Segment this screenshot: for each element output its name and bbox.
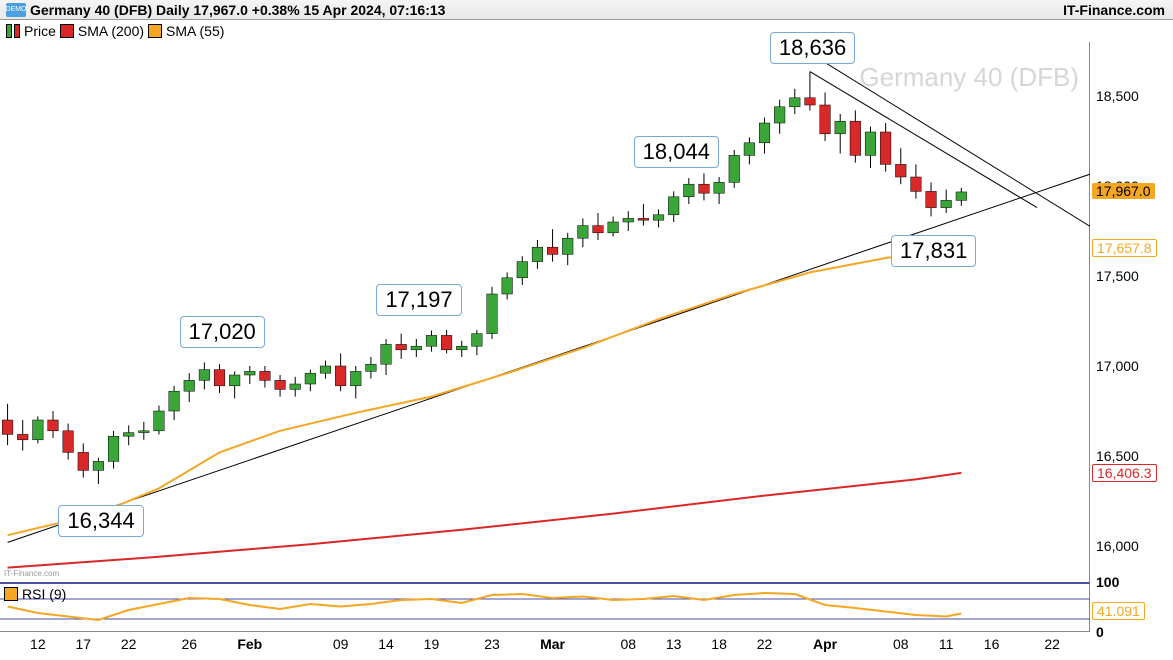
price-annotation: 17,831 bbox=[891, 235, 976, 267]
main-chart[interactable]: Germany 40 (DFB) 16,34417,02017,19718,04… bbox=[0, 42, 1090, 582]
y-tick: 16,500 bbox=[1096, 448, 1139, 464]
sma200-icon bbox=[60, 24, 74, 38]
x-tick: 16 bbox=[984, 636, 1000, 652]
y-tick: 16,000 bbox=[1096, 538, 1139, 554]
price-annotation: 18,636 bbox=[770, 32, 855, 64]
x-tick: 22 bbox=[757, 636, 773, 652]
demo-icon: DEMO bbox=[6, 3, 26, 17]
rsi-chart[interactable]: RSI (9) bbox=[0, 582, 1090, 632]
rsi-label: RSI (9) bbox=[22, 586, 66, 602]
tiny-watermark: IT-Finance.com bbox=[4, 569, 59, 578]
source-label: IT-Finance.com bbox=[1063, 2, 1165, 18]
x-tick: 19 bbox=[424, 636, 440, 652]
legend-sma55: SMA (55) bbox=[148, 23, 224, 39]
legend-sma55-label: SMA (55) bbox=[166, 23, 224, 39]
legend-price: Price bbox=[6, 23, 56, 39]
price-annotation: 16,344 bbox=[58, 505, 143, 537]
price-annotation: 17,020 bbox=[180, 316, 265, 348]
x-tick: 09 bbox=[333, 636, 349, 652]
rsi-value-tag: 41.091 bbox=[1092, 602, 1145, 620]
y-tick: 18,500 bbox=[1096, 88, 1139, 104]
y-tick: 17,000 bbox=[1096, 358, 1139, 374]
x-tick: 13 bbox=[666, 636, 682, 652]
rsi-y-axis: 010041.091 bbox=[1090, 582, 1173, 632]
y-price-tag: 17,967.0 bbox=[1092, 183, 1155, 199]
y-price-tag: 16,406.3 bbox=[1092, 464, 1157, 482]
x-axis: 12 17 22 26 Feb 09 14 19 23 Mar 08 13 18 22 Apr 08 11 16 2… bbox=[0, 632, 1090, 660]
chart-title: Germany 40 (DFB) Daily 17,967.0 +0.38% 1… bbox=[30, 2, 445, 18]
x-tick: 22 bbox=[121, 636, 137, 652]
x-tick: 12 bbox=[30, 636, 46, 652]
y-price-tag: 17,657.8 bbox=[1092, 239, 1157, 257]
x-tick: Mar bbox=[540, 636, 565, 652]
x-tick: 26 bbox=[181, 636, 197, 652]
x-tick: 11 bbox=[939, 636, 954, 652]
price-annotation: 17,197 bbox=[376, 284, 461, 316]
x-tick: 08 bbox=[620, 636, 636, 652]
x-tick: 17 bbox=[75, 636, 91, 652]
x-tick: Apr bbox=[813, 636, 837, 652]
chart-header: DEMO Germany 40 (DFB) Daily 17,967.0 +0.… bbox=[0, 0, 1173, 20]
legend-price-label: Price bbox=[24, 23, 56, 39]
rsi-y-tick: 100 bbox=[1096, 574, 1119, 590]
candlestick-icon bbox=[6, 24, 20, 38]
sma55-icon bbox=[148, 24, 162, 38]
y-tick: 17,500 bbox=[1096, 268, 1139, 284]
x-tick: Feb bbox=[237, 636, 262, 652]
y-axis: 16,00016,50017,00017,50018,00018,50017,9… bbox=[1090, 42, 1173, 582]
rsi-legend: RSI (9) bbox=[4, 586, 66, 602]
x-tick: 18 bbox=[711, 636, 727, 652]
legend-sma200: SMA (200) bbox=[60, 23, 144, 39]
legend: Price SMA (200) SMA (55) bbox=[0, 20, 1173, 42]
x-tick: 22 bbox=[1044, 636, 1060, 652]
x-tick: 08 bbox=[893, 636, 909, 652]
price-annotation: 18,044 bbox=[634, 136, 719, 168]
rsi-y-tick: 0 bbox=[1096, 624, 1104, 640]
x-tick: 14 bbox=[378, 636, 394, 652]
x-tick: 23 bbox=[484, 636, 500, 652]
rsi-icon bbox=[4, 587, 18, 601]
legend-sma200-label: SMA (200) bbox=[78, 23, 144, 39]
